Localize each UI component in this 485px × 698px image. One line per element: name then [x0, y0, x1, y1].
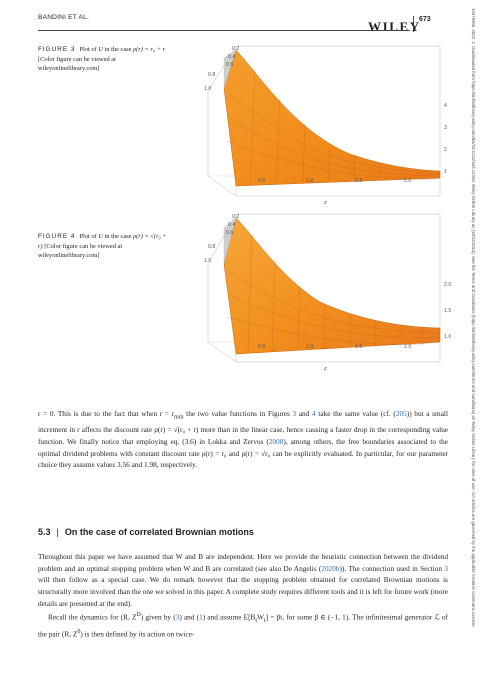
p3-text: ] = βt, for some β ∈ (−1, 1). The infini… [38, 611, 448, 639]
figure4-caption-formula: ρ(r) = √(r₀ + r) [38, 233, 167, 250]
figure4-caption-mid: in the case [102, 233, 134, 240]
figure3-r-tick: 1.0 [204, 86, 211, 92]
ref-lokka-zervos[interactable]: 2008 [268, 436, 284, 446]
figure4-x-tick: 1.0 [306, 344, 313, 350]
p1-text: the two value functions in Figures [183, 409, 293, 418]
figure4-surface [223, 217, 441, 355]
figure3-u-tick: 2 [444, 147, 447, 153]
figure4-caption-var: U [98, 233, 103, 240]
figure4-u-tick: 2.0 [444, 282, 451, 288]
p1-text: r = 0. This is due to the fact that when… [38, 409, 175, 418]
p1-text: )) but a small increment in r affects th… [38, 409, 448, 446]
figure4-u-tick: 1.5 [444, 308, 451, 314]
figure3-caption-post: [Color figure can be viewed at wileyonli… [38, 55, 116, 73]
download-strip: 14679965, 2022, 2, Downloaded from https… [470, 8, 480, 692]
p2-text: )). The connection used in Section [339, 563, 445, 573]
running-head: BANDINI ET AL. [38, 14, 90, 21]
download-strip-text: 14679965, 2022, 2, Downloaded from https… [471, 8, 476, 627]
p3-text: ) and assume E[B [202, 611, 256, 621]
p3-text: W [257, 611, 265, 621]
header-separator [413, 16, 414, 32]
p2-text: Throughout this paper we have assumed th… [38, 552, 448, 573]
figure4-caption-post: [Color figure can be viewed at wileyonli… [38, 242, 123, 260]
ref-figure3[interactable]: 3 [292, 409, 297, 418]
page-number: 673 [419, 16, 431, 23]
figure4-r-tick: 0.2 [232, 214, 239, 220]
paragraph-discount-rate: r = 0. This is due to the fact that when… [38, 408, 448, 471]
figure3-caption: FIGURE 3 Plot of U in the case ρ(r) = r₀ … [38, 45, 168, 74]
figure4-x-tick: 1.5 [355, 344, 362, 350]
figure3-caption-formula: ρ(r) = r₀ + r [133, 46, 166, 53]
figure3-x-label: z [323, 200, 327, 206]
ref-de-angelis[interactable]: 2020b [321, 563, 340, 573]
header-rule [38, 30, 410, 31]
section-separator: | [56, 527, 59, 537]
p1-sub: min [174, 414, 184, 421]
p3-text: Recall the dynamics for (R, Z [48, 611, 137, 621]
figure3-x-tick: 1.5 [355, 178, 362, 184]
figure3-surface [223, 49, 441, 187]
figure3-x-tick: 2.0 [404, 178, 411, 184]
p3-sub: t [255, 617, 258, 624]
figure3-u-tick: 1 [444, 169, 447, 175]
figure4-r-tick: 0.4 [228, 222, 235, 228]
ref-eq-3[interactable]: 3 [175, 611, 180, 621]
figure4-plot: 0.2 0.4 0.6 0.8 1.0 0.5 1.0 1.5 2.0 z 2.… [204, 213, 451, 372]
figure3-r-tick: 0.8 [208, 72, 215, 78]
p3-sub: t [264, 617, 266, 624]
figure4-caption: FIGURE 4 Plot of U in the case ρ(r) = √(r… [38, 232, 168, 261]
p2-text: will then follow as a special case. We d… [38, 575, 448, 608]
figure3-x-tick: 0.5 [258, 178, 265, 184]
figure3-u-tick: 3 [444, 125, 447, 131]
figure4-u-tick: 1.0 [444, 334, 451, 340]
figure3-caption-var: U [98, 46, 103, 53]
p1-text: ), among others, the free boundaries ass… [38, 436, 448, 470]
figure4-x-tick: 2.0 [404, 344, 411, 350]
section-title: On the case of correlated Brownian motio… [64, 527, 254, 537]
p3-text: ) given by ( [140, 611, 176, 621]
figure3-caption-mid: in the case [102, 46, 134, 53]
figure3-caption-pre: Plot of [79, 46, 99, 53]
paragraph-correlated: Throughout this paper we have assumed th… [38, 551, 448, 640]
figure4-r-tick: 0.6 [226, 230, 233, 236]
figure3-plot: 0.2 0.4 0.6 0.8 1.0 0.5 1.0 1.5 2.0 z 4 … [204, 45, 447, 206]
section-heading: 5.3 | On the case of correlated Brownian m… [38, 527, 254, 537]
ref-eq-205[interactable]: 205 [395, 409, 407, 418]
p3-sup: D [136, 611, 141, 618]
figure4-label: FIGURE 4 [38, 233, 76, 240]
p1-text: take the same value (cf. ( [315, 409, 396, 418]
ref-eq-1[interactable]: 1 [199, 611, 203, 621]
p3-text: ) and ( [179, 611, 200, 621]
figure4-caption-pre: Plot of [79, 233, 99, 240]
figure3-r-tick: 0.6 [226, 62, 233, 68]
ref-figure4[interactable]: 4 [312, 409, 316, 418]
figure3-x-tick: 1.0 [306, 178, 313, 184]
figure4-x-label: z [323, 366, 327, 372]
figure4-x-tick: 0.5 [258, 344, 265, 350]
p1-text: and [296, 409, 313, 418]
ref-section3[interactable]: 3 [444, 563, 448, 573]
figure3-r-tick: 0.4 [228, 54, 235, 60]
figure3-label: FIGURE 3 [38, 46, 76, 53]
section-number: 5.3 [38, 527, 51, 537]
figure4-r-tick: 0.8 [208, 244, 215, 250]
figure3-u-tick: 4 [444, 103, 447, 109]
figure4-r-tick: 1.0 [204, 258, 211, 264]
figure3-r-tick: 0.2 [232, 46, 239, 52]
p3-text: ) is then defined by its action on twice… [80, 629, 195, 639]
p3-sup: 0 [77, 629, 81, 636]
